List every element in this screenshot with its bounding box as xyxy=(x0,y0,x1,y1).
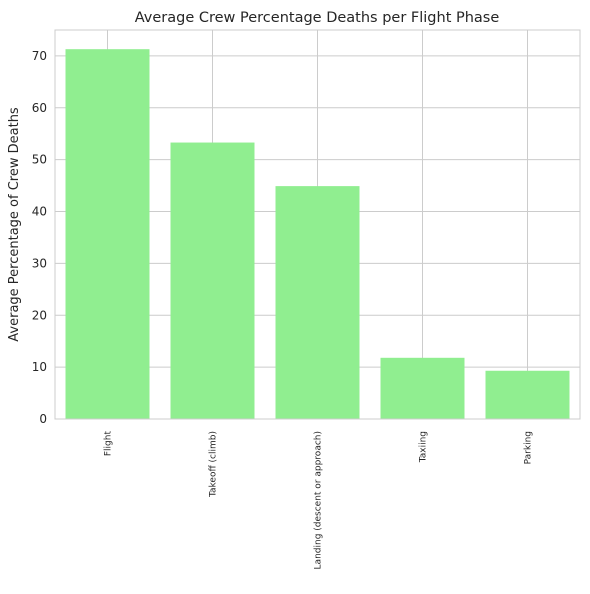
y-tick-labels: 0 10 20 30 40 50 60 70 xyxy=(32,49,47,426)
bar xyxy=(170,142,255,419)
bar xyxy=(275,186,360,419)
x-tick-label: Flight xyxy=(104,431,114,457)
x-tick-label: Parking xyxy=(524,431,534,464)
x-tick-label: Landing (descent or approach) xyxy=(314,431,324,569)
chart-title: Average Crew Percentage Deaths per Fligh… xyxy=(135,10,500,26)
y-tick-label: 10 xyxy=(32,360,47,374)
y-tick-label: 50 xyxy=(32,153,47,167)
bars xyxy=(65,49,570,419)
x-tick-labels: Flight Takeoff (climb) Landing (descent or… xyxy=(104,431,534,570)
y-tick-label: 30 xyxy=(32,256,47,270)
y-tick-label: 0 xyxy=(39,412,47,426)
bar xyxy=(65,49,150,419)
bar xyxy=(380,357,465,419)
x-tick-label: Taxiing xyxy=(419,431,429,463)
y-tick-label: 20 xyxy=(32,308,47,322)
plot-frame xyxy=(54,29,581,420)
y-tick-label: 40 xyxy=(32,205,47,219)
bar xyxy=(485,370,570,419)
x-tick-label: Takeoff (climb) xyxy=(209,431,219,498)
y-tick-label: 70 xyxy=(32,49,47,63)
y-axis-label: Average Percentage of Crew Deaths xyxy=(7,107,22,342)
y-tick-label: 60 xyxy=(32,101,47,115)
